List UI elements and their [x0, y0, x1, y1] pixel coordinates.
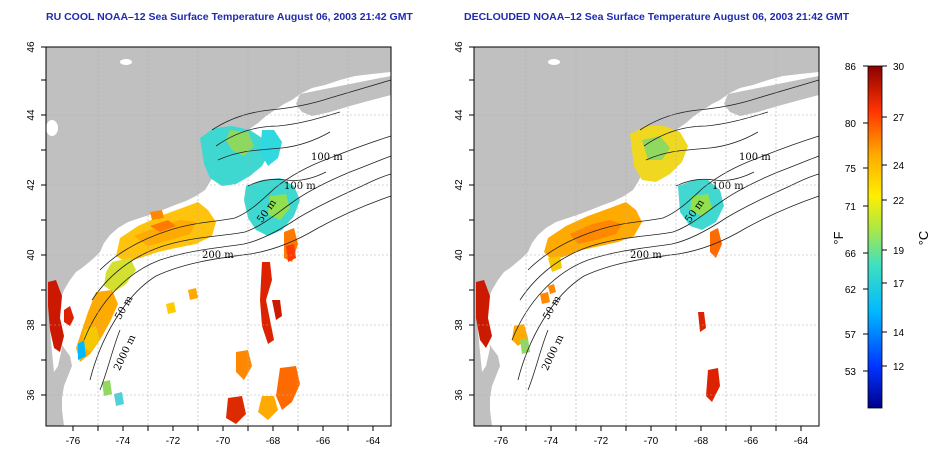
temperature-colorbar: 86 80 75 71 66 62 57 53 30 27 24 22 19 1…: [831, 62, 931, 409]
left-map-land: [46, 47, 391, 426]
right-map-grid: [474, 47, 819, 426]
right-y-axis: [469, 46, 474, 396]
colorbar-f-label: 80: [845, 119, 857, 130]
left-map-delaware-bay: [76, 270, 88, 284]
left-contour-label-200m: 200 m: [202, 250, 234, 261]
right-x-tick-label: -72: [594, 436, 609, 447]
right-x-tick-label: -76: [494, 436, 509, 447]
right-y-tick-label: 40: [454, 249, 465, 261]
right-y-tick-label: 46: [454, 41, 465, 53]
left-map-panel: 100 m 100 m 50 m 200 m 50 m 2000 m: [26, 41, 392, 447]
colorbar-c-label: 17: [893, 279, 905, 290]
colorbar-f-label: 62: [845, 285, 857, 296]
right-contour-label-100m-east: 100 m: [712, 181, 744, 192]
left-x-tick-label: -74: [116, 436, 131, 447]
left-x-tick-label: -72: [166, 436, 181, 447]
colorbar-celsius-ticks: [882, 65, 887, 367]
right-x-tick-label: -74: [544, 436, 559, 447]
right-map-land: [474, 47, 819, 426]
left-bathymetry-contours: [83, 79, 392, 391]
colorbar-f-label: 57: [845, 330, 857, 341]
left-y-tick-label: 46: [26, 41, 37, 53]
colorbar-f-label: 75: [845, 164, 857, 175]
colorbar-c-label: 30: [893, 62, 905, 73]
left-map-nova-scotia: [296, 76, 391, 116]
right-y-tick-label: 36: [454, 389, 465, 401]
left-contour-label-100m-east: 100 m: [284, 181, 316, 192]
right-y-tick-label: 38: [454, 319, 465, 331]
colorbar-c-label: 22: [893, 196, 905, 207]
left-y-tick-label: 36: [26, 389, 37, 401]
left-x-tick-label: -66: [316, 436, 331, 447]
left-y-tick-label: 38: [26, 319, 37, 331]
colorbar-c-label: 12: [893, 362, 905, 373]
left-x-tick-label: -70: [216, 436, 231, 447]
colorbar-celsius-unit: °C: [916, 231, 931, 246]
left-map-lake: [46, 120, 58, 136]
right-contour-label-100m-north: 100 m: [739, 152, 771, 163]
right-y-tick-label: 44: [454, 109, 465, 121]
colorbar-gradient: [867, 65, 883, 409]
left-panel-title: RU COOL NOAA–12 Sea Surface Temperature …: [46, 11, 413, 23]
left-map-grid: [46, 47, 391, 426]
right-contour-label-200m: 200 m: [630, 250, 662, 261]
right-x-tick-label: -68: [694, 436, 709, 447]
colorbar-f-label: 71: [845, 202, 857, 213]
left-x-tick-label: -76: [66, 436, 81, 447]
right-map-lake: [548, 59, 560, 65]
left-map-lake: [120, 59, 132, 65]
colorbar-fahrenheit-ticks: [863, 65, 868, 372]
left-sst-patches: [48, 126, 300, 424]
colorbar-c-label: 24: [893, 161, 905, 172]
right-x-tick-label: -70: [644, 436, 659, 447]
right-map-delaware-bay: [504, 270, 516, 284]
colorbar-f-label: 86: [845, 62, 857, 73]
left-map-frame: [45, 46, 392, 427]
right-bathymetry-contours: [511, 79, 820, 391]
right-x-axis: [500, 426, 802, 431]
right-map-nova-scotia: [724, 76, 819, 116]
colorbar-c-label: 27: [893, 113, 905, 124]
right-y-tick-label: 42: [454, 179, 465, 191]
right-x-tick-label: -66: [744, 436, 759, 447]
right-map-frame: [473, 46, 820, 427]
colorbar-c-label: 19: [893, 246, 905, 257]
left-x-axis: [72, 426, 374, 431]
left-x-tick-label: -68: [266, 436, 281, 447]
left-y-tick-label: 42: [26, 179, 37, 191]
right-map-panel: 100 m 100 m 50 m 200 m 50 m 2000 m: [454, 41, 820, 447]
colorbar-f-label: 66: [845, 249, 857, 260]
right-x-tick-label: -64: [794, 436, 809, 447]
left-contour-label-100m-north: 100 m: [311, 152, 343, 163]
left-y-tick-label: 44: [26, 109, 37, 121]
left-x-tick-label: -64: [366, 436, 381, 447]
right-panel-title: DECLOUDED NOAA–12 Sea Surface Temperatur…: [464, 11, 850, 23]
colorbar-fahrenheit-unit: °F: [831, 231, 846, 244]
colorbar-f-label: 53: [845, 367, 857, 378]
left-y-axis: [41, 46, 46, 396]
colorbar-c-label: 14: [893, 328, 905, 339]
left-y-tick-label: 40: [26, 249, 37, 261]
